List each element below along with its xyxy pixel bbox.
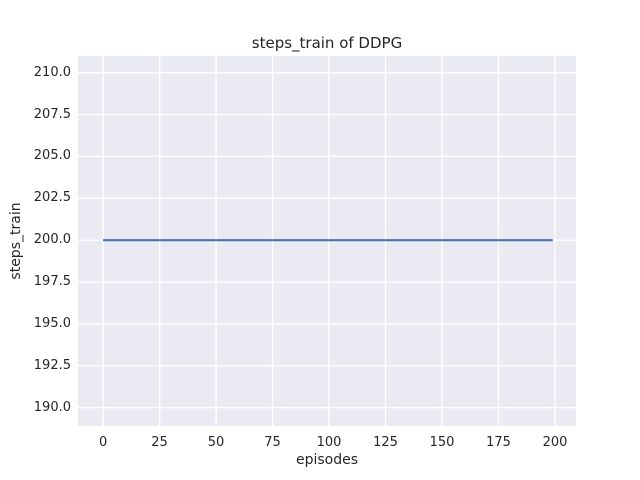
x-tick-label: 100 xyxy=(316,435,342,450)
chart-title: steps_train of DDPG xyxy=(251,34,403,52)
plot-area xyxy=(78,56,576,426)
x-tick-label: 50 xyxy=(207,435,225,450)
y-tick-label: 197.5 xyxy=(33,274,71,290)
y-axis-label: steps_train xyxy=(8,202,24,280)
y-tick-label: 205.0 xyxy=(33,148,71,164)
y-tick-label: 200.0 xyxy=(33,232,71,248)
x-tick-label: 25 xyxy=(151,435,168,450)
y-tick-label: 192.5 xyxy=(33,357,71,373)
y-tick-label: 207.5 xyxy=(33,106,71,122)
x-tick-label: 75 xyxy=(264,435,281,450)
x-tick-label: 175 xyxy=(486,435,511,450)
plot-canvas xyxy=(78,56,576,426)
x-tick-label: 125 xyxy=(373,435,398,450)
y-tick-label: 190.0 xyxy=(33,399,71,415)
x-axis-label: episodes xyxy=(295,452,359,468)
x-tick-label: 150 xyxy=(429,435,455,450)
y-tick-label: 195.0 xyxy=(33,315,71,331)
y-tick-label: 202.5 xyxy=(33,190,71,206)
x-tick-label: 0 xyxy=(98,435,108,450)
y-tick-label: 210.0 xyxy=(33,64,71,80)
x-tick-label: 200 xyxy=(542,435,568,450)
